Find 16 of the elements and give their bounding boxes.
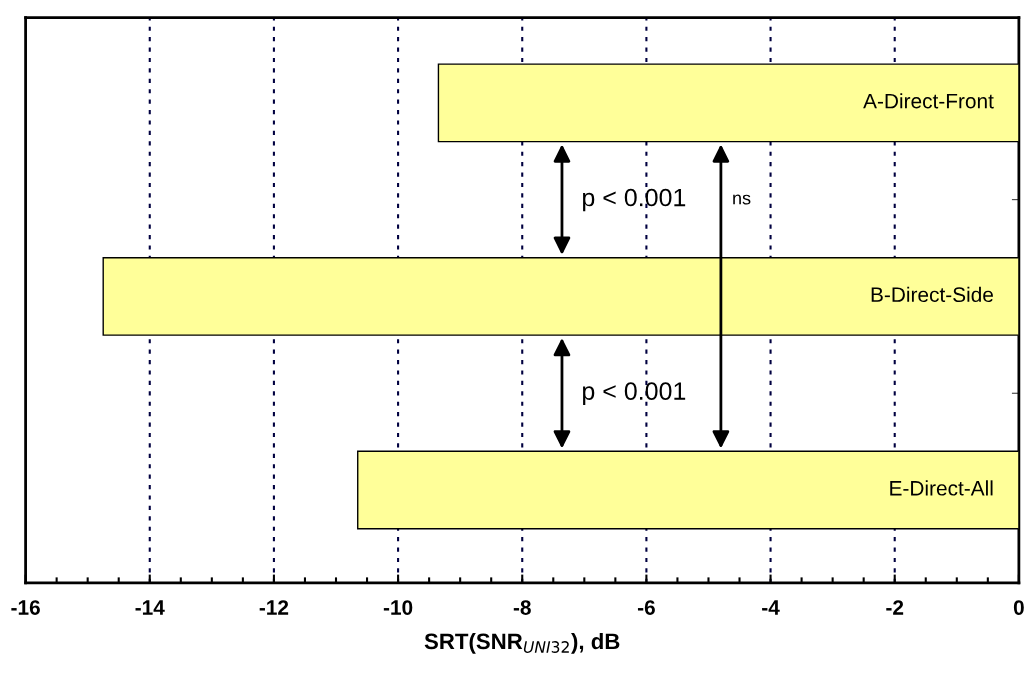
x-tick-label: -8 <box>513 600 531 615</box>
x-tick-label: -12 <box>259 600 289 615</box>
annotation: p < 0.001 <box>583 188 686 212</box>
annotation: p < 0.001 <box>583 382 686 405</box>
x-tick-label: -14 <box>135 600 165 615</box>
annotation: ns <box>733 194 751 205</box>
y-tick-label: A-Direct-Front <box>863 93 994 109</box>
y-tick-label: E-Direct-All <box>890 480 993 496</box>
x-axis-title: SRT(SNR$_{UNI32}$), dB <box>424 632 620 654</box>
x-tick-label: -2 <box>886 600 904 615</box>
x-tick-label: -6 <box>637 600 655 615</box>
x-tick-label: -16 <box>11 600 40 615</box>
x-tick-label: -10 <box>383 600 413 615</box>
y-tick-label: B-Direct-Side <box>871 286 993 303</box>
x-tick-label: -4 <box>762 600 780 615</box>
x-tick-label: 0 <box>1013 600 1024 615</box>
